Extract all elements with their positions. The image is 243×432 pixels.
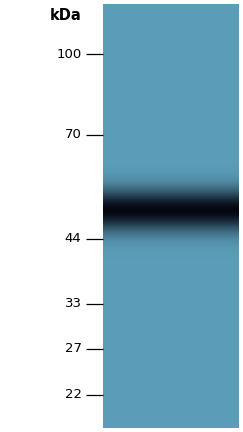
- Text: 33: 33: [65, 297, 82, 310]
- Bar: [103, 4, 239, 428]
- Text: 70: 70: [65, 128, 82, 141]
- Text: 100: 100: [56, 48, 82, 61]
- Text: 27: 27: [65, 342, 82, 355]
- Text: 44: 44: [65, 232, 82, 245]
- Text: 22: 22: [65, 388, 82, 401]
- Text: kDa: kDa: [50, 8, 82, 23]
